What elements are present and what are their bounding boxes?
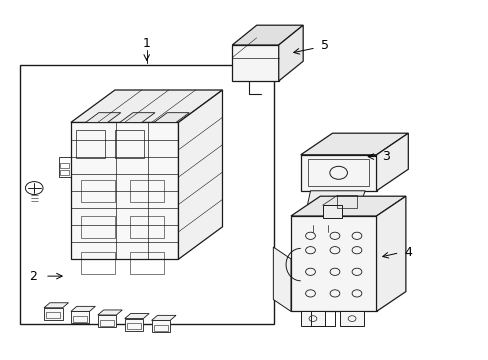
Text: 1: 1 [142, 37, 150, 50]
Polygon shape [120, 113, 155, 122]
Polygon shape [278, 25, 303, 81]
Bar [60, 163, 69, 168]
Bar [129, 180, 163, 202]
Bar [115, 130, 144, 158]
Polygon shape [376, 196, 405, 311]
Bar [129, 216, 163, 238]
Bar [100, 320, 114, 326]
Bar [81, 180, 115, 202]
Bar [307, 159, 368, 186]
Polygon shape [124, 314, 149, 319]
Polygon shape [305, 213, 356, 232]
Polygon shape [85, 113, 121, 122]
Polygon shape [300, 133, 407, 155]
Bar [60, 170, 69, 175]
Polygon shape [178, 90, 222, 259]
Polygon shape [71, 306, 95, 311]
Bar [322, 205, 342, 218]
Bar [44, 308, 62, 320]
Bar [129, 252, 163, 274]
Polygon shape [376, 133, 407, 191]
Bar [151, 320, 170, 333]
Polygon shape [154, 113, 189, 122]
Bar [154, 325, 167, 331]
Bar [81, 216, 115, 238]
Bar [76, 130, 105, 158]
Text: 2: 2 [29, 270, 37, 283]
Polygon shape [290, 216, 376, 311]
Bar [337, 195, 356, 208]
Bar [46, 312, 60, 319]
Bar [98, 315, 116, 327]
Polygon shape [151, 315, 176, 320]
Bar [127, 323, 141, 329]
Polygon shape [98, 310, 122, 315]
Bar [81, 252, 115, 274]
Text: 3: 3 [382, 150, 389, 163]
Text: 5: 5 [321, 39, 328, 51]
Polygon shape [232, 45, 278, 81]
Polygon shape [71, 90, 222, 122]
Bar [59, 157, 71, 177]
Bar [73, 316, 87, 322]
Polygon shape [290, 196, 405, 216]
Bar [20, 65, 273, 324]
Polygon shape [71, 122, 178, 259]
Bar [124, 319, 143, 331]
Polygon shape [232, 25, 303, 45]
Text: 4: 4 [404, 246, 411, 258]
Bar [300, 311, 325, 326]
Polygon shape [300, 155, 376, 191]
Polygon shape [293, 211, 318, 220]
Bar [339, 311, 364, 326]
Polygon shape [305, 191, 365, 213]
Polygon shape [44, 303, 68, 308]
Polygon shape [273, 247, 290, 311]
Bar [71, 311, 89, 324]
